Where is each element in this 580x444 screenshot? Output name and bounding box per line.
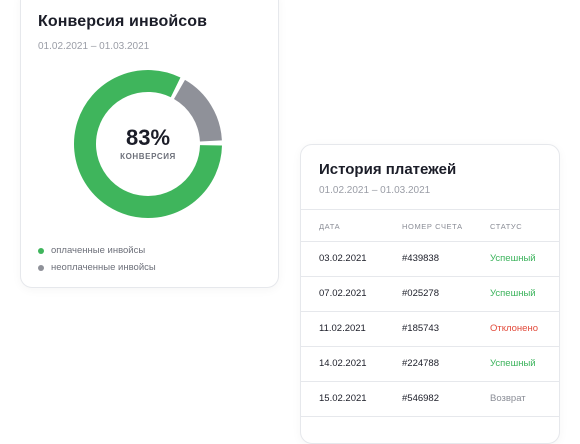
conversion-donut-chart <box>74 70 222 218</box>
conversion-caption: КОНВЕРСИЯ <box>120 152 176 161</box>
legend-dot-unpaid <box>38 264 44 271</box>
row-status: Успешный <box>490 253 536 264</box>
row-date: 11.02.2021 <box>319 323 366 334</box>
conversion-title: Конверсия инвойсов <box>38 13 208 30</box>
legend-item-unpaid: неоплаченные инвойсы <box>38 262 156 273</box>
table-row[interactable]: 07.02.2021 #025278 Успешный <box>301 277 559 312</box>
row-invoice-number: #439838 <box>402 253 439 264</box>
legend-label-paid: оплаченные инвойсы <box>51 245 146 256</box>
column-header-invoice: НОМЕР СЧЕТА <box>402 222 463 231</box>
donut-segment-paid <box>74 70 222 218</box>
history-date-range: 01.02.2021 – 01.03.2021 <box>319 185 431 196</box>
row-status: Возврат <box>490 393 526 404</box>
table-row[interactable]: 14.02.2021 #224788 Успешный <box>301 347 559 382</box>
row-date: 07.02.2021 <box>319 288 367 299</box>
row-status: Успешный <box>490 358 536 369</box>
row-status: Отклонено <box>490 323 538 334</box>
table-header: ДАТА НОМЕР СЧЕТА СТАТУС <box>301 209 559 242</box>
row-date: 03.02.2021 <box>319 253 367 264</box>
table-row[interactable]: 11.02.2021 #185743 Отклонено <box>301 312 559 347</box>
row-invoice-number: #224788 <box>402 358 439 369</box>
row-date: 14.02.2021 <box>319 358 367 369</box>
conversion-date-range: 01.02.2021 – 01.03.2021 <box>38 41 150 52</box>
payment-history-card: История платежей 01.02.2021 – 01.03.2021… <box>300 144 560 444</box>
conversion-percent: 83% <box>125 125 171 150</box>
history-title: История платежей <box>319 161 457 178</box>
legend-dot-paid <box>38 247 44 254</box>
row-invoice-number: #185743 <box>402 323 439 334</box>
table-row[interactable]: 15.02.2021 #546982 Возврат <box>301 382 559 417</box>
legend-item-paid: оплаченные инвойсы <box>38 245 145 256</box>
legend-label-unpaid: неоплаченные инвойсы <box>51 262 156 273</box>
column-header-date: ДАТА <box>319 222 341 231</box>
row-invoice-number: #025278 <box>402 288 439 299</box>
donut-segment-unpaid <box>173 79 222 142</box>
table-row[interactable] <box>301 417 559 443</box>
invoice-conversion-card: Конверсия инвойсов 01.02.2021 – 01.03.20… <box>20 0 279 288</box>
donut-center: 83% КОНВЕРСИЯ <box>73 69 223 219</box>
row-invoice-number: #546982 <box>402 393 439 404</box>
table-row[interactable]: 03.02.2021 #439838 Успешный <box>301 242 559 277</box>
row-status: Успешный <box>490 288 536 299</box>
row-date: 15.02.2021 <box>319 393 367 404</box>
column-header-status: СТАТУС <box>490 222 523 231</box>
